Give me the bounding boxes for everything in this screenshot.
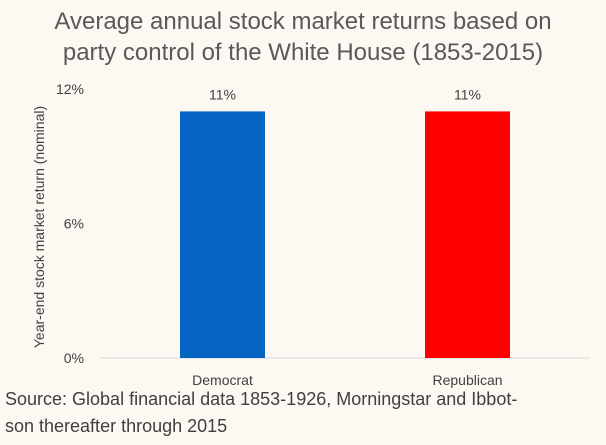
chart-title-line-2: party control of the White House (1853-2…	[62, 39, 544, 66]
x-axis-ticks: Democrat Republican	[192, 372, 502, 388]
chart-title: Average annual stock market returns base…	[0, 6, 606, 68]
bar-democrat	[180, 111, 265, 359]
bars-group	[180, 111, 510, 359]
chart-title-line-1: Average annual stock market returns base…	[54, 8, 552, 35]
y-axis-ticks: 0% 6% 12%	[56, 81, 84, 366]
y-axis-label: Year-end stock market return (nominal)	[31, 106, 47, 348]
bar-republican	[425, 111, 510, 359]
data-label-democrat: 11%	[209, 86, 236, 102]
data-label-republican: 11%	[454, 86, 481, 102]
y-tick-label: 0%	[64, 350, 84, 366]
x-tick-label-democrat: Democrat	[192, 372, 253, 388]
source-line-1: Source: Global financial data 1853-1926,…	[5, 389, 518, 409]
y-tick-label: 6%	[64, 216, 84, 232]
y-tick-label: 12%	[56, 81, 84, 97]
source-note: Source: Global financial data 1853-1926,…	[5, 386, 595, 440]
data-labels-group: 11% 11%	[209, 86, 481, 102]
x-tick-label-republican: Republican	[432, 372, 502, 388]
source-line-2: son thereafter through 2015	[5, 416, 228, 436]
